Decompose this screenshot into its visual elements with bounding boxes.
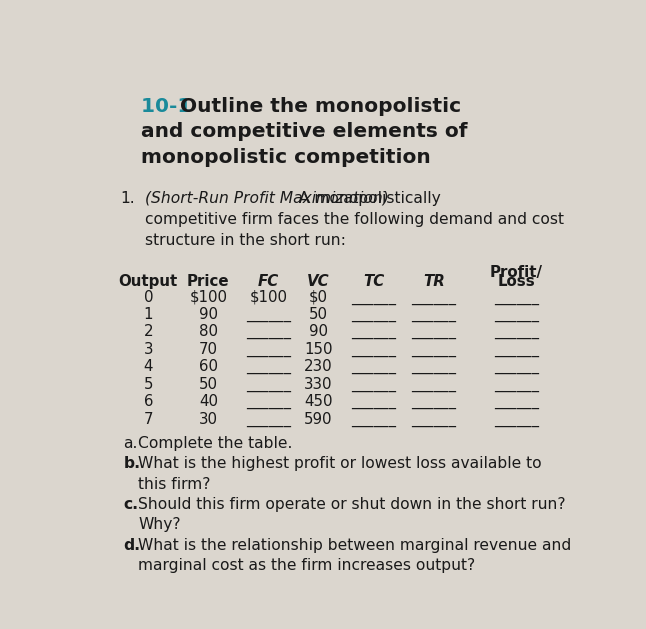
Text: What is the relationship between marginal revenue and: What is the relationship between margina… [138,538,572,552]
Text: Outline the monopolistic: Outline the monopolistic [180,97,461,116]
Text: ______: ______ [494,342,539,357]
Text: ______: ______ [412,359,456,374]
Text: ______: ______ [412,394,456,409]
Text: ______: ______ [412,411,456,426]
Text: ______: ______ [494,307,539,322]
Text: 30: 30 [199,411,218,426]
Text: $100: $100 [249,289,287,304]
Text: a.: a. [123,436,138,451]
Text: marginal cost as the firm increases output?: marginal cost as the firm increases outp… [138,558,475,573]
Text: (Short-Run Profit Maximization): (Short-Run Profit Maximization) [145,191,389,206]
Text: competitive firm faces the following demand and cost: competitive firm faces the following dem… [145,212,564,227]
Text: Output: Output [119,274,178,289]
Text: this firm?: this firm? [138,477,211,491]
Text: ______: ______ [246,325,291,340]
Text: ______: ______ [246,307,291,322]
Text: 1.: 1. [121,191,136,206]
Text: Price: Price [187,274,230,289]
Text: ______: ______ [246,411,291,426]
Text: What is the highest profit or lowest loss available to: What is the highest profit or lowest los… [138,456,542,471]
Text: ______: ______ [351,394,396,409]
Text: 50: 50 [199,377,218,392]
Text: 0: 0 [143,289,153,304]
Text: ______: ______ [494,377,539,392]
Text: Why?: Why? [138,517,181,532]
Text: 10-1: 10-1 [141,97,198,116]
Text: TR: TR [423,274,444,289]
Text: 7: 7 [143,411,153,426]
Text: 90: 90 [309,325,328,340]
Text: 70: 70 [199,342,218,357]
Text: b.: b. [123,456,140,471]
Text: 60: 60 [199,359,218,374]
Text: Should this firm operate or shut down in the short run?: Should this firm operate or shut down in… [138,497,566,512]
Text: VC: VC [307,274,330,289]
Text: ______: ______ [494,359,539,374]
Text: 80: 80 [199,325,218,340]
Text: ______: ______ [412,325,456,340]
Text: 230: 230 [304,359,333,374]
Text: 40: 40 [199,394,218,409]
Text: ______: ______ [351,342,396,357]
Text: 2: 2 [143,325,153,340]
Text: FC: FC [258,274,279,289]
Text: ______: ______ [246,394,291,409]
Text: d.: d. [123,538,140,552]
Text: ______: ______ [246,342,291,357]
Text: 3: 3 [143,342,153,357]
Text: ______: ______ [494,325,539,340]
Text: ______: ______ [351,377,396,392]
Text: ______: ______ [412,342,456,357]
Text: Loss: Loss [497,274,535,289]
Text: 1: 1 [143,307,153,322]
Text: $0: $0 [309,289,328,304]
Text: ______: ______ [246,359,291,374]
Text: ______: ______ [412,307,456,322]
Text: Profit/: Profit/ [490,265,543,281]
Text: 90: 90 [199,307,218,322]
Text: ______: ______ [494,411,539,426]
Text: 590: 590 [304,411,333,426]
Text: 330: 330 [304,377,333,392]
Text: ______: ______ [412,377,456,392]
Text: 150: 150 [304,342,333,357]
Text: A monopolistically: A monopolistically [294,191,441,206]
Text: monopolistic competition: monopolistic competition [141,148,431,167]
Text: Complete the table.: Complete the table. [138,436,293,451]
Text: 50: 50 [309,307,328,322]
Text: ______: ______ [351,289,396,304]
Text: ______: ______ [351,307,396,322]
Text: 5: 5 [143,377,153,392]
Text: ______: ______ [412,289,456,304]
Text: TC: TC [363,274,384,289]
Text: c.: c. [123,497,138,512]
Text: structure in the short run:: structure in the short run: [145,233,346,248]
Text: ______: ______ [351,359,396,374]
Text: and competitive elements of: and competitive elements of [141,123,467,142]
Text: ______: ______ [494,394,539,409]
Text: 4: 4 [143,359,153,374]
Text: ______: ______ [351,325,396,340]
Text: $100: $100 [189,289,227,304]
Text: ______: ______ [351,411,396,426]
Text: ______: ______ [494,289,539,304]
Text: 6: 6 [143,394,153,409]
Text: 450: 450 [304,394,333,409]
Text: ______: ______ [246,377,291,392]
